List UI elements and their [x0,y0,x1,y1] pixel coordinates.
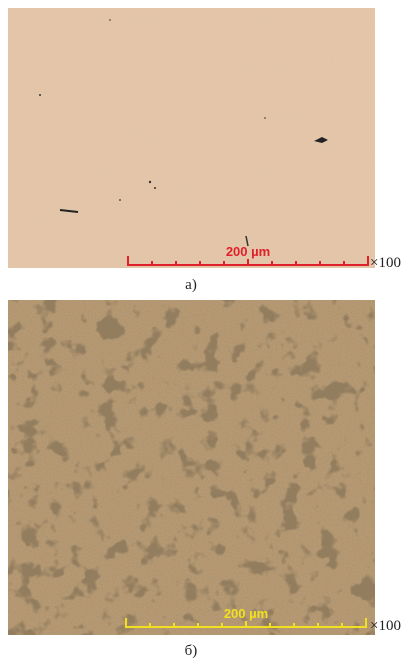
caption: б) [185,643,198,659]
caption: а) [185,277,197,293]
micrograph-b [8,300,375,635]
page: 200 µm ×100 а) 200 µm ×100 б) (() => { c… [0,0,413,661]
figure: 200 µm ×100 а) 200 µm ×100 б) [0,0,413,661]
scale-label: 200 µm [226,244,270,259]
micrograph-a [8,8,375,268]
magnification: ×100 [370,618,401,634]
magnification: ×100 [370,255,401,271]
scale-label: 200 µm [224,606,268,621]
